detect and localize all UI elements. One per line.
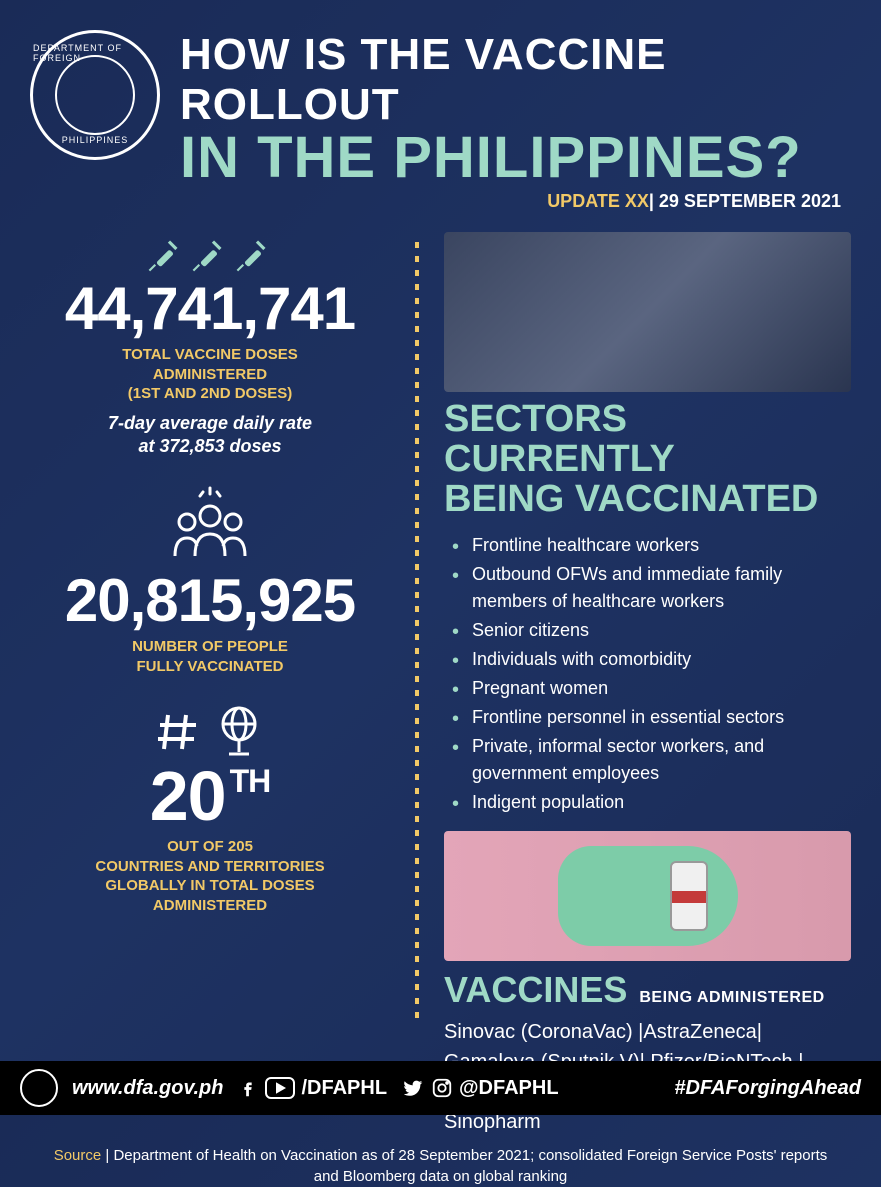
footer: www.dfa.gov.ph /DFAPHL @DFAPHL #DFAForgi… <box>0 1061 881 1115</box>
rank-suffix: TH <box>230 765 271 797</box>
footer-logo <box>20 1069 58 1107</box>
youtube-icon <box>265 1077 295 1099</box>
rank-label: OUT OF 205 COUNTRIES AND TERRITORIES GLO… <box>30 837 390 915</box>
footer-handle-2: @DFAPHL <box>459 1077 559 1100</box>
stat-total-doses: 44,741,741 TOTAL VACCINE DOSES ADMINISTE… <box>30 232 390 458</box>
vaccines-title: VACCINES BEING ADMINISTERED <box>444 969 851 1011</box>
fully-vaccinated-label: NUMBER OF PEOPLE FULLY VACCINATED <box>30 637 390 676</box>
list-item: Frontline healthcare workers <box>444 532 851 559</box>
update-line: UPDATE XX| 29 SEPTEMBER 2021 <box>180 191 851 212</box>
list-item: Individuals with comorbidity <box>444 646 851 673</box>
footer-social-2: @DFAPHL <box>401 1077 559 1100</box>
vaccines-photo <box>444 831 851 961</box>
sectors-photo <box>444 232 851 392</box>
logo-text-bottom: PHILIPPINES <box>62 135 129 145</box>
update-date: | 29 SEPTEMBER 2021 <box>649 191 841 211</box>
instagram-icon <box>431 1077 453 1099</box>
vaccines-title-sub: BEING ADMINISTERED <box>639 989 824 1007</box>
people-icon <box>165 486 255 566</box>
total-doses-value: 44,741,741 <box>30 279 390 339</box>
list-item: Outbound OFWs and immediate family membe… <box>444 561 851 615</box>
logo-text-top: DEPARTMENT OF FOREIGN <box>33 43 157 63</box>
fully-vaccinated-value: 20,815,925 <box>30 571 390 631</box>
footer-handle-1: /DFAPHL <box>301 1077 387 1100</box>
logo-seal <box>55 55 135 135</box>
glove-graphic <box>558 846 738 946</box>
footer-hashtag: #DFAForgingAhead <box>674 1077 861 1100</box>
left-column: 44,741,741 TOTAL VACCINE DOSES ADMINISTE… <box>30 232 390 1137</box>
stat-fully-vaccinated: 20,815,925 NUMBER OF PEOPLE FULLY VACCIN… <box>30 486 390 676</box>
header: DEPARTMENT OF FOREIGN PHILIPPINES HOW IS… <box>0 0 881 222</box>
title-line-1: HOW IS THE VACCINE ROLLOUT <box>180 30 851 130</box>
dfa-logo: DEPARTMENT OF FOREIGN PHILIPPINES <box>30 30 160 160</box>
list-item: Indigent population <box>444 789 851 816</box>
total-doses-sublabel: 7-day average daily rate at 372,853 dose… <box>30 412 390 459</box>
list-item: Pregnant women <box>444 675 851 702</box>
content: 44,741,741 TOTAL VACCINE DOSES ADMINISTE… <box>0 222 881 1137</box>
list-item: Frontline personnel in essential sectors <box>444 704 851 731</box>
list-item: Senior citizens <box>444 617 851 644</box>
footer-url: www.dfa.gov.ph <box>72 1077 223 1100</box>
hash-globe-icons <box>30 704 390 759</box>
globe-icon <box>214 704 264 759</box>
syringe-icon <box>233 232 275 274</box>
hash-icon <box>156 707 206 757</box>
vertical-divider <box>415 242 419 1022</box>
source-label: Source <box>54 1147 102 1164</box>
source-line: Source | Department of Health on Vaccina… <box>0 1137 881 1187</box>
vaccines-title-main: VACCINES <box>444 969 627 1011</box>
update-label: UPDATE XX <box>547 191 649 211</box>
source-text: | Department of Health on Vaccination as… <box>101 1147 827 1185</box>
total-doses-label: TOTAL VACCINE DOSES ADMINISTERED (1ST AN… <box>30 345 390 404</box>
vial-graphic <box>670 861 708 931</box>
footer-social-1: /DFAPHL <box>237 1077 387 1100</box>
list-item: Private, informal sector workers, and go… <box>444 733 851 787</box>
sectors-title: SECTORS CURRENTLY BEING VACCINATED <box>444 400 851 520</box>
syringe-icons <box>30 232 390 274</box>
right-column: SECTORS CURRENTLY BEING VACCINATED Front… <box>444 232 851 1137</box>
rank-value: 20TH <box>150 761 271 831</box>
twitter-icon <box>401 1077 425 1099</box>
title-line-2: IN THE PHILIPPINES? <box>180 130 851 185</box>
syringe-icon <box>145 232 187 274</box>
syringe-icon <box>189 232 231 274</box>
facebook-icon <box>237 1077 259 1099</box>
title-block: HOW IS THE VACCINE ROLLOUT IN THE PHILIP… <box>180 30 851 212</box>
stat-rank: 20TH OUT OF 205 COUNTRIES AND TERRITORIE… <box>30 704 390 915</box>
sectors-list: Frontline healthcare workers Outbound OF… <box>444 532 851 816</box>
